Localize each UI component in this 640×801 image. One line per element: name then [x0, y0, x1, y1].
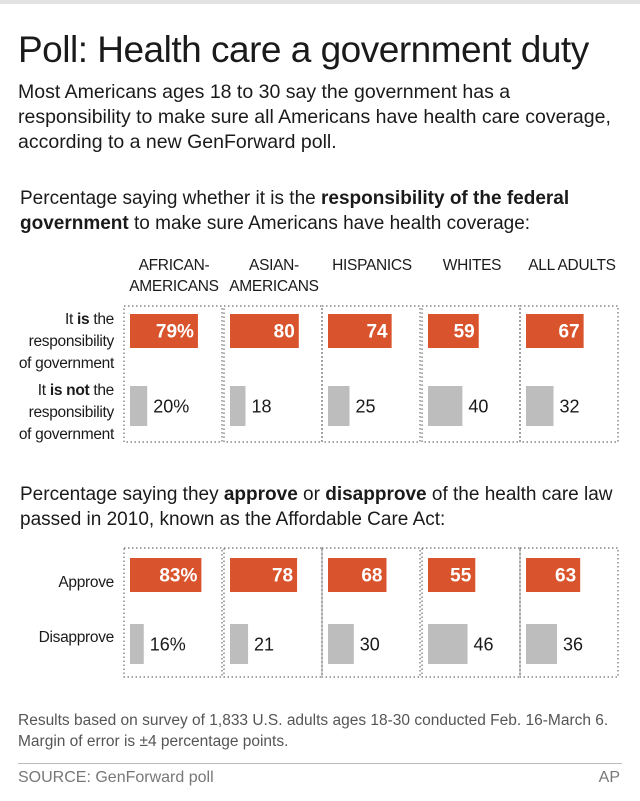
- data-label: 78: [272, 566, 293, 587]
- data-label: 36: [563, 635, 583, 655]
- bar-negative: [428, 386, 463, 426]
- data-label: 67: [558, 322, 579, 343]
- row-label-text: the: [89, 382, 114, 399]
- question-2-bold-disapprove: disapprove: [325, 484, 427, 505]
- data-label: 18: [251, 397, 271, 417]
- column-header-line2: ALL ADULTS: [528, 257, 616, 274]
- intro-text: Most Americans ages 18 to 30 say the gov…: [18, 81, 611, 153]
- column-header-line2: WHITES: [442, 257, 502, 274]
- question-2-post: of the health care law passed in 2010, k…: [20, 484, 613, 530]
- question-1-post: to make sure Americans have health cover…: [128, 213, 531, 234]
- bar-positive: [230, 314, 299, 348]
- column-header-african-americans: AFRICAN- AMERICANS: [124, 255, 224, 297]
- bar-positive: [428, 314, 479, 348]
- row-label-text: responsibility: [28, 333, 115, 350]
- column-header-line1: ASIAN-: [249, 257, 299, 274]
- column-frame: [321, 547, 421, 678]
- bar-negative: [130, 624, 144, 664]
- question-2-pre: Percentage saying they: [20, 484, 224, 505]
- question-1: Percentage saying whether it is the resp…: [20, 186, 620, 236]
- row-label-is-responsibility: It is the responsibility of government: [19, 309, 114, 375]
- row-label-approve: Approve: [58, 574, 114, 591]
- data-label: 32: [560, 397, 580, 417]
- bar-negative: [328, 386, 350, 426]
- question-2-bold-approve: approve: [223, 484, 298, 505]
- bar-negative: [526, 624, 557, 664]
- bar-positive: [526, 314, 584, 348]
- row-label-text: responsibility: [28, 404, 115, 421]
- column-frame: [519, 305, 619, 443]
- column-frame: [123, 305, 223, 443]
- data-label: 30: [360, 635, 380, 655]
- data-label: 20%: [153, 397, 189, 417]
- bar-positive: [230, 558, 298, 592]
- bar-negative: [428, 624, 468, 664]
- data-label: 25: [356, 397, 376, 417]
- row-label-text: of government: [18, 426, 114, 443]
- column-header-all-adults: ALL ADULTS: [520, 255, 624, 276]
- data-label: 16%: [150, 635, 186, 655]
- source-text: SOURCE: GenForward poll: [18, 769, 214, 786]
- chart-responsibility: 79% 80 74 59 67 20% 18 25 40 32: [123, 305, 619, 443]
- question-2-mid: or: [297, 484, 326, 505]
- question-2: Percentage saying they approve or disapp…: [20, 482, 620, 532]
- bar-negative: [526, 386, 554, 426]
- bar-positive: [328, 558, 387, 592]
- column-header-asian-americans: ASIAN- AMERICANS: [224, 255, 324, 297]
- data-label: 74: [366, 322, 388, 343]
- column-header-line2: AMERICANS: [129, 278, 219, 295]
- column-header-line2: AMERICANS: [229, 278, 319, 295]
- row-label-bold: is: [77, 311, 90, 328]
- column-header-hispanics: HISPANICS: [322, 255, 422, 276]
- chart-aca-approval: 83% 78 68 55 63 16% 21 30 46 36: [123, 547, 619, 678]
- column-header-line1: AFRICAN-: [138, 257, 210, 274]
- column-header-line2: HISPANICS: [332, 257, 412, 274]
- bar-negative: [230, 386, 246, 426]
- bottom-rule: [18, 763, 622, 764]
- row-label-bold: is not: [49, 382, 90, 399]
- data-label: 40: [468, 397, 488, 417]
- row-label-text: It: [37, 382, 50, 399]
- row-label-text: the: [89, 311, 114, 328]
- data-label: 46: [474, 635, 494, 655]
- row-label-is-not-responsibility: It is not the responsibility of government: [19, 380, 114, 446]
- data-label: 79%: [156, 322, 194, 343]
- credit-text: AP: [598, 769, 620, 786]
- bar-positive: [130, 558, 202, 592]
- bar-positive: [526, 558, 581, 592]
- bar-positive: [428, 558, 476, 592]
- data-label: 55: [450, 566, 472, 587]
- column-frame: [421, 305, 521, 443]
- row-label-text: It: [64, 311, 78, 328]
- column-frame: [223, 305, 323, 443]
- bar-negative: [130, 386, 148, 426]
- column-frame: [223, 547, 323, 678]
- bar-negative: [328, 624, 354, 664]
- data-label: 59: [454, 322, 475, 343]
- row-label-text: of government: [18, 355, 114, 372]
- column-frame: [321, 305, 421, 443]
- data-label: 21: [254, 635, 274, 655]
- column-header-whites: WHITES: [422, 255, 522, 276]
- question-1-bold: responsibility of the federal government: [20, 188, 570, 234]
- bar-negative: [230, 624, 249, 664]
- methodology-note: Results based on survey of 1,833 U.S. ad…: [18, 712, 609, 750]
- page-title: Poll: Health care a government duty: [18, 29, 589, 70]
- bar-positive: [130, 314, 198, 348]
- data-label: 80: [274, 322, 295, 343]
- column-frame: [123, 547, 223, 678]
- data-label: 63: [555, 566, 576, 587]
- row-label-disapprove: Disapprove: [38, 629, 115, 646]
- top-rule: [0, 0, 640, 4]
- data-label: 68: [361, 566, 382, 587]
- bar-positive: [328, 314, 392, 348]
- data-label: 83%: [159, 566, 197, 587]
- column-frame: [421, 547, 521, 678]
- question-1-pre: Percentage saying whether it is the: [20, 188, 322, 209]
- column-frame: [519, 547, 619, 678]
